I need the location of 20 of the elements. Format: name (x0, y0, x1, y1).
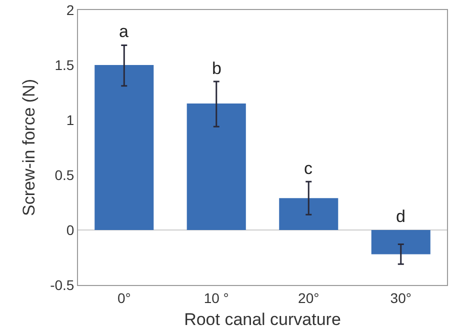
y-tick-label: 1 (66, 112, 74, 128)
annotation: c (304, 159, 313, 178)
x-tick-label: 30° (390, 290, 412, 306)
x-axis-title: Root canal curvature (184, 310, 341, 330)
bar (279, 198, 338, 230)
annotation: a (119, 22, 129, 41)
y-tick-label: -0.5 (50, 276, 74, 293)
y-tick-label: 0.5 (54, 166, 74, 183)
y-tick-label: 0 (66, 222, 74, 238)
annotation: d (396, 207, 406, 226)
y-tick-label: 1.5 (54, 56, 74, 73)
bar (94, 65, 154, 230)
bar (186, 104, 246, 230)
annotation: b (212, 59, 222, 78)
y-axis-title: Screw-in force (N) (20, 79, 39, 216)
x-tick-label: 0° (117, 290, 131, 306)
x-tick-label: 10 ° (204, 290, 229, 306)
x-tick-label: 20° (298, 290, 320, 306)
bar (371, 230, 430, 254)
y-tick-label: 2 (66, 2, 74, 18)
